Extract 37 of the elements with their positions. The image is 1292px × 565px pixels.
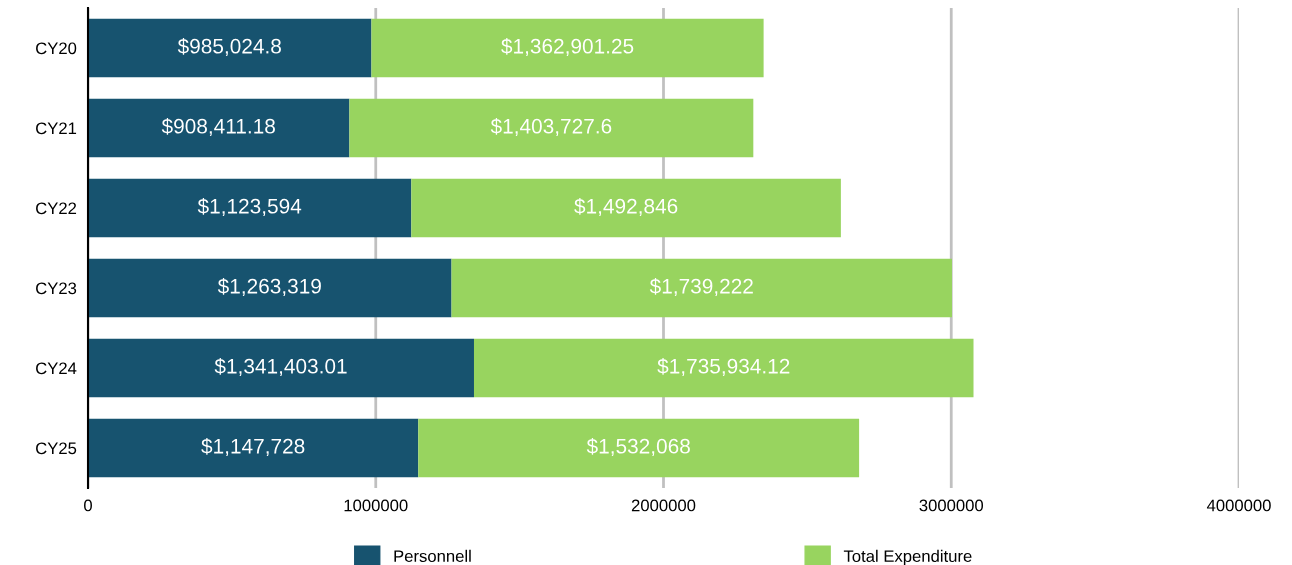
- bar: [418, 418, 860, 478]
- y-tick-label: CY21: [36, 122, 77, 135]
- x-tick-label: 1000000: [344, 499, 408, 512]
- x-tick-label: 4000000: [1206, 499, 1271, 512]
- bar: [88, 418, 419, 478]
- bar: [451, 258, 952, 318]
- x-tick-label: 2000000: [631, 499, 696, 512]
- x-tick-label: 0: [84, 499, 92, 512]
- y-tick-label: CY20: [36, 42, 77, 55]
- bar: [88, 338, 474, 398]
- data-label: $1,532,068: [586, 437, 690, 457]
- data-label: $1,123,594: [197, 197, 302, 217]
- data-label: $1,735,934.12: [657, 357, 790, 377]
- legend-label: Total Expenditure: [843, 549, 972, 565]
- data-label: $985,024.8: [177, 37, 281, 57]
- data-label: $1,341,403.01: [214, 357, 347, 377]
- bar: [371, 18, 764, 78]
- y-tick-label: CY24: [36, 362, 77, 375]
- bar: [473, 338, 974, 398]
- data-label: $1,492,846: [574, 197, 678, 217]
- bar: [88, 18, 372, 78]
- x-tick-label: 3000000: [919, 499, 984, 512]
- data-label: $1,739,222: [649, 277, 753, 297]
- y-tick-label: CY22: [36, 202, 77, 215]
- bar: [411, 178, 841, 238]
- bar: [88, 178, 412, 238]
- data-label: $1,362,901.25: [501, 37, 634, 57]
- bar: [349, 98, 754, 158]
- data-label: $1,403,727.6: [490, 117, 612, 137]
- data-label: $908,411.18: [161, 117, 275, 137]
- data-label: $1,147,728: [201, 437, 305, 457]
- bar: [88, 98, 350, 158]
- data-label: $1,263,319: [217, 277, 321, 297]
- bar: [88, 258, 452, 318]
- y-tick-label: CY25: [36, 442, 77, 455]
- y-tick-label: CY23: [36, 282, 77, 295]
- legend-label: Personnell: [394, 549, 471, 563]
